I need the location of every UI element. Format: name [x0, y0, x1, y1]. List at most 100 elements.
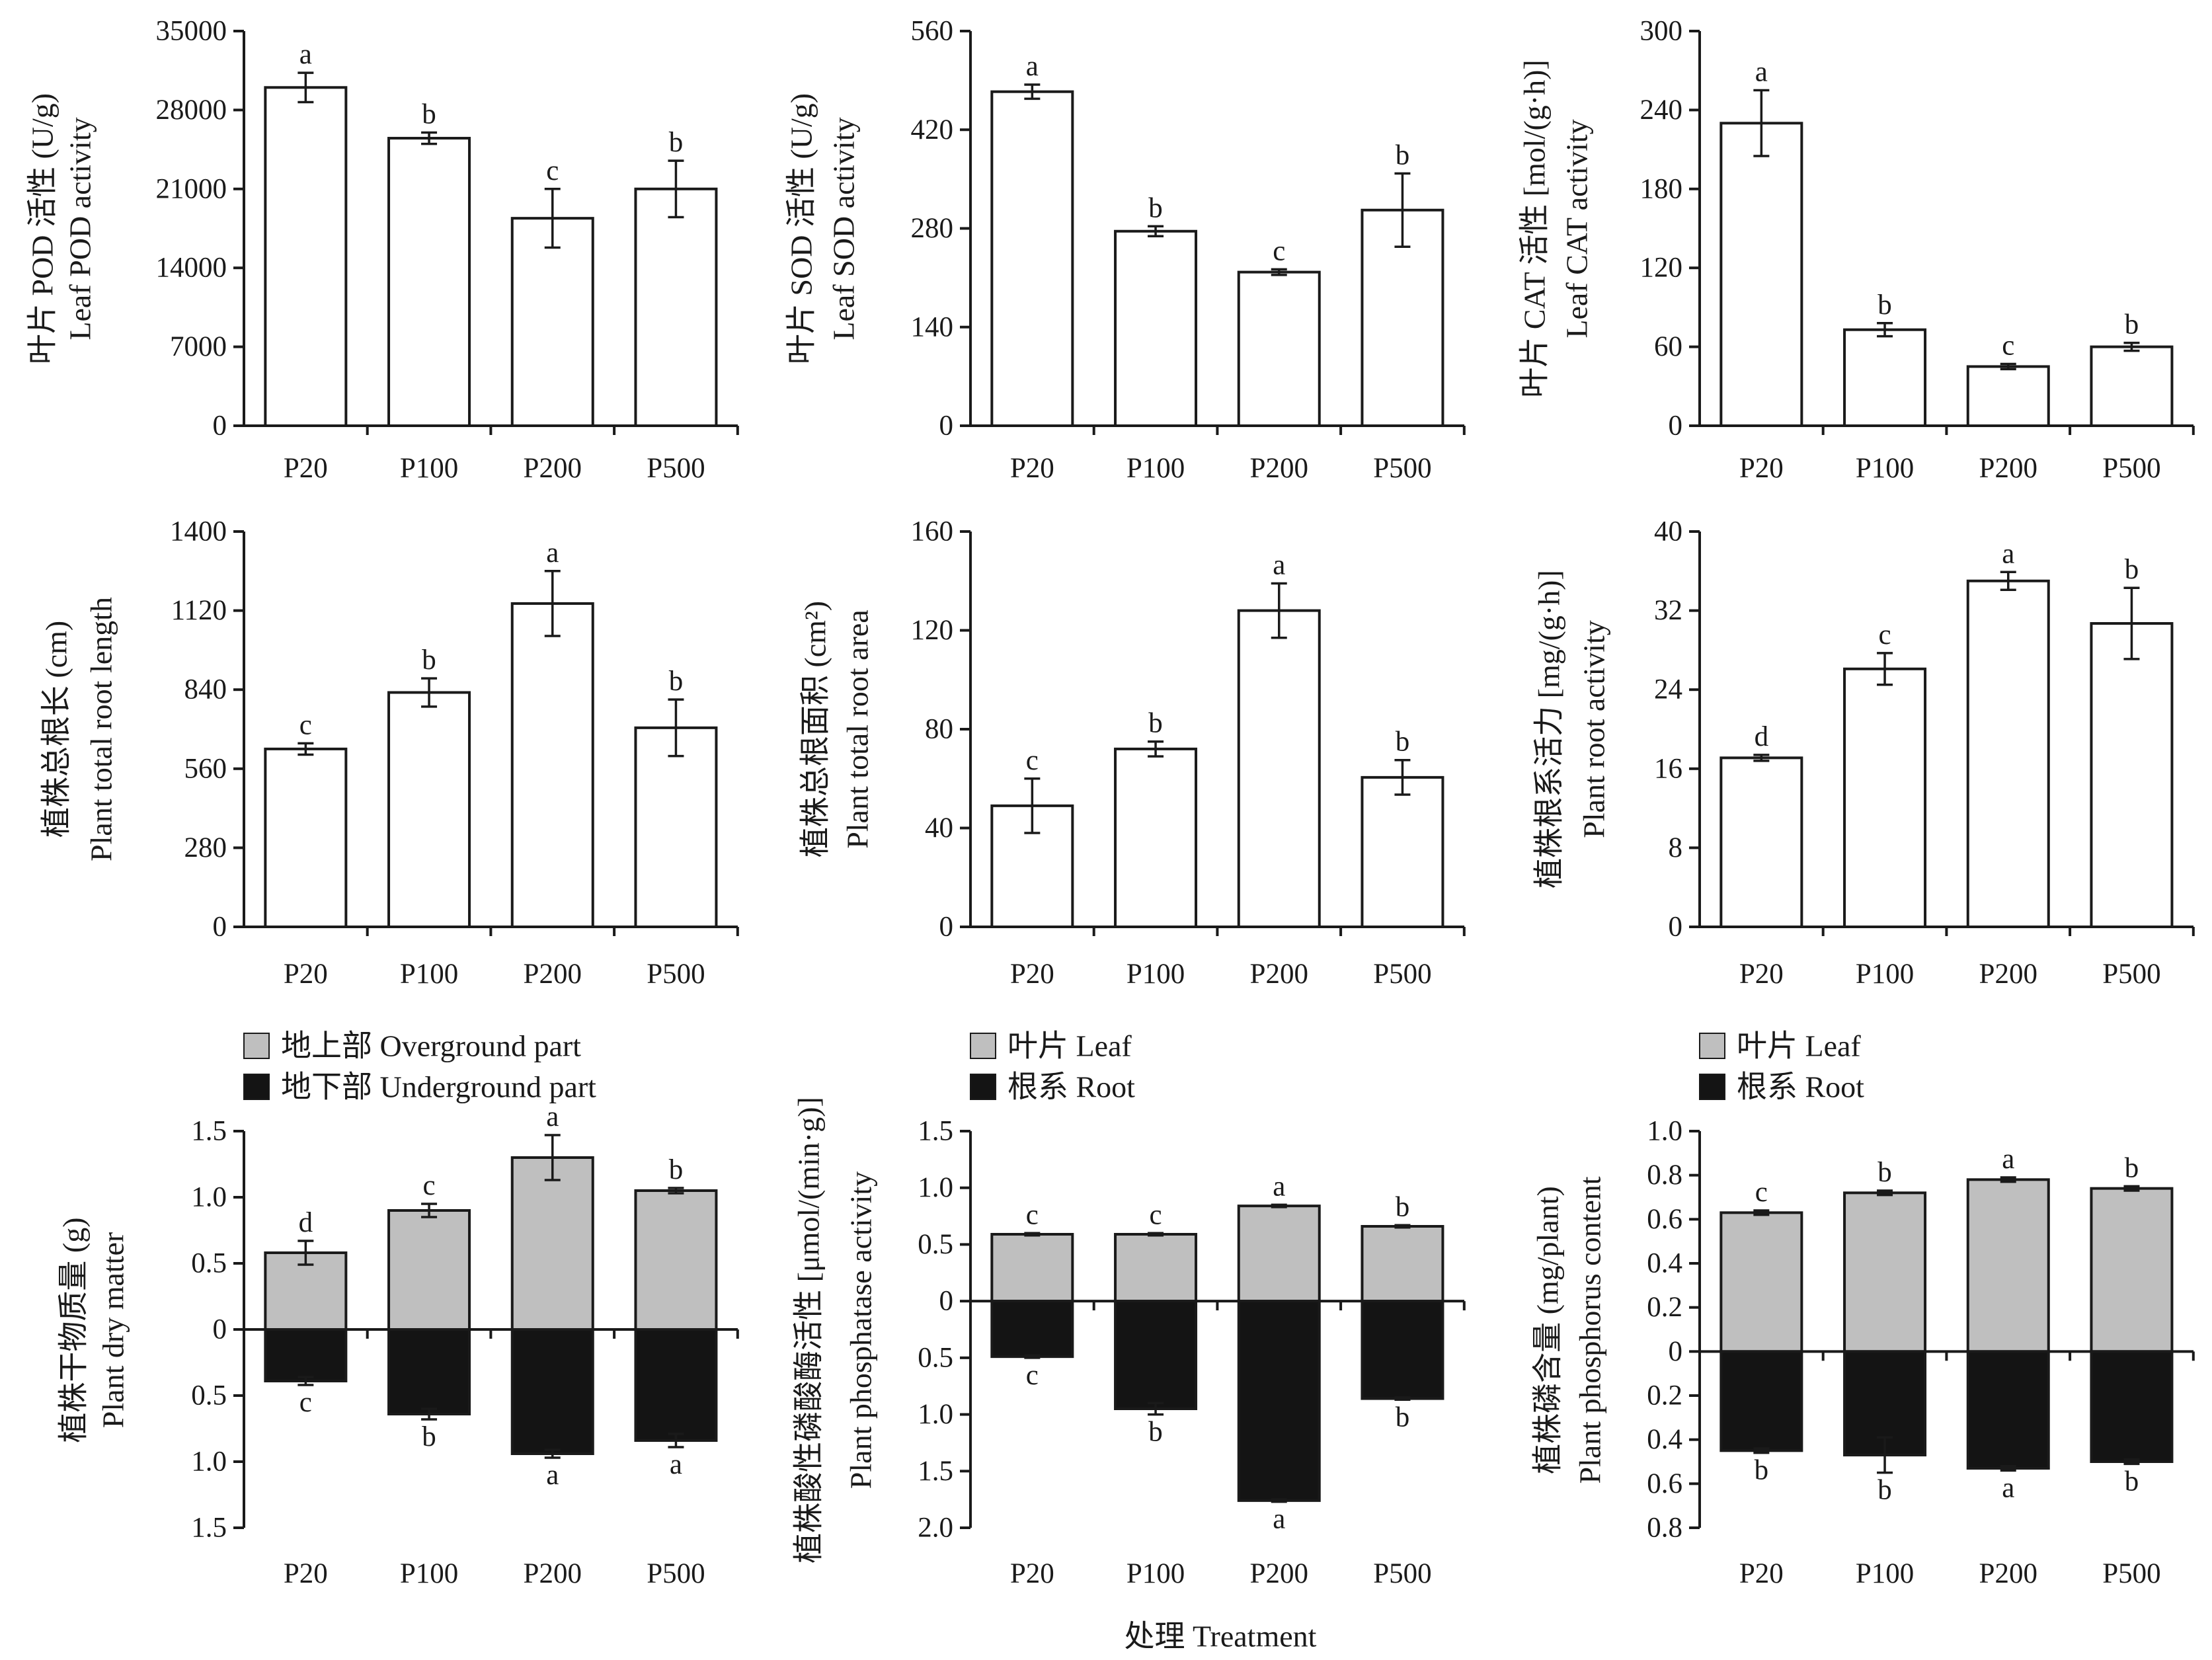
y-tick-label: 420: [911, 114, 954, 145]
error-bar-root-area-P500: [1394, 758, 1411, 796]
y-tick-label: 35000: [156, 16, 227, 47]
legend-item-phosphatase-above: 叶片 Leaf: [970, 1029, 1132, 1063]
significance-letter-phosphatase-P200-below: a: [1273, 1504, 1285, 1535]
y-axis-label: Plant phosphatase activity: [844, 1171, 878, 1489]
bar-root-length-P20: [264, 747, 348, 929]
significance-letter-pod-P500: b: [669, 127, 684, 158]
x-tick-label-P500: P500: [1373, 959, 1431, 990]
error-bar-sod-P20: [1024, 83, 1041, 100]
bar-dry-matter-P500-above: [634, 1189, 718, 1331]
error-bar-phosphorus-P500-below: [2123, 1458, 2140, 1466]
y-tick-label: 40: [925, 812, 953, 844]
bar-sod-P100: [1114, 229, 1198, 427]
error-bar-phosphatase-P500-below: [1394, 1396, 1411, 1402]
significance-letter-phosphatase-P100-below: b: [1148, 1417, 1163, 1448]
error-bar-root-activity-P200: [2000, 571, 2016, 591]
y-tick-label: 160: [911, 516, 954, 547]
significance-letter-root-area-P20: c: [1026, 745, 1039, 776]
significance-letter-root-activity-P20: d: [1755, 721, 1769, 752]
y-tick-label: 0.8: [1647, 1160, 1682, 1191]
significance-letter-phosphorus-P20-above: c: [1755, 1177, 1768, 1208]
error-bar-root-length-P100: [421, 677, 438, 708]
bar-root-area-P200: [1237, 609, 1321, 928]
y-tick-label: 40: [1654, 516, 1682, 547]
x-tick-label-P20: P20: [1739, 959, 1784, 990]
x-tick-label-P100: P100: [400, 1558, 458, 1589]
y-axis-label: Plant root activity: [1577, 620, 1611, 838]
error-bar-phosphatase-P100-above: [1148, 1232, 1164, 1237]
significance-letter-phosphatase-P20-below: c: [1026, 1360, 1039, 1391]
y-tick-label: 14000: [156, 253, 227, 284]
error-bar-dry-matter-P500-below: [668, 1433, 684, 1448]
significance-letter-root-length-P20: c: [299, 709, 312, 740]
significance-letter-pod-P200: c: [546, 155, 559, 186]
bar-dry-matter-P200-below: [510, 1328, 594, 1455]
error-bar-phosphatase-P200-below: [1271, 1498, 1287, 1503]
significance-letter-root-length-P100: b: [422, 645, 436, 676]
significance-letter-root-area-P100: b: [1148, 708, 1163, 739]
shared-x-axis-label: 处理 Treatment: [1125, 1620, 1317, 1653]
panel-dry-matter: 0 0.5 1.0 1.5 0.5 1.0 1.5 P20 P100 P200 P500 d c a b c b…: [57, 1029, 739, 1589]
significance-letter-phosphorus-P100-above: b: [1877, 1157, 1892, 1188]
y-axis-label: 植株酸性磷酸酶活性 [μmol/(min·g)]: [792, 1097, 826, 1563]
bar-dry-matter-P500-below: [634, 1328, 718, 1442]
y-tick-label: 1.0: [918, 1399, 953, 1430]
y-tick-label: 300: [1640, 16, 1683, 47]
significance-letter-dry-matter-P500-below: a: [670, 1449, 682, 1480]
bar-phosphatase-P100-above: [1114, 1233, 1198, 1303]
bar-root-activity-P200: [1966, 579, 2050, 928]
error-bar-dry-matter-P20-below: [297, 1376, 314, 1386]
x-tick-label-P100: P100: [1856, 1558, 1914, 1589]
y-tick-label: 0: [939, 1286, 954, 1317]
significance-letter-phosphorus-P200-below: a: [2002, 1472, 2014, 1503]
bar-dry-matter-P100-below: [387, 1328, 471, 1415]
significance-letter-dry-matter-P200-below: a: [546, 1460, 559, 1491]
bar-cat-P20: [1719, 122, 1803, 428]
legend-swatch: [1699, 1033, 1725, 1059]
bar-phosphorus-P100-above: [1843, 1191, 1927, 1353]
bar-sod-P20: [990, 90, 1074, 428]
error-bar-root-area-P100: [1148, 740, 1164, 758]
x-tick-label-P100: P100: [1126, 453, 1185, 484]
y-tick-label: 0: [939, 411, 954, 442]
error-bar-phosphatase-P20-above: [1024, 1232, 1041, 1237]
error-bar-cat-P200: [2000, 362, 2016, 371]
error-bar-dry-matter-P100-below: [421, 1407, 438, 1421]
y-tick-label: 7000: [170, 331, 227, 362]
legend-swatch: [1699, 1074, 1725, 1100]
significance-letter-phosphatase-P200-above: a: [1273, 1171, 1285, 1202]
bar-pod-P100: [387, 137, 471, 428]
bar-dry-matter-P20-below: [264, 1328, 348, 1382]
y-tick-label: 1.0: [191, 1182, 227, 1213]
error-bar-cat-P100: [1877, 322, 1893, 338]
y-tick-label: 80: [925, 714, 953, 745]
y-axis-label: Plant total root area: [841, 610, 875, 849]
x-tick-label-P20: P20: [1739, 1558, 1784, 1589]
error-bar-phosphorus-P20-above: [1753, 1209, 1770, 1216]
y-axis-label: 叶片 POD 活性 (U/g): [26, 93, 59, 364]
y-tick-label: 2.0: [918, 1513, 953, 1544]
y-axis-label: 植株根系活力 [mg/(g·h)]: [1532, 570, 1566, 889]
bar-phosphorus-P500-above: [2090, 1187, 2174, 1353]
bar-cat-P100: [1843, 328, 1927, 428]
legend-item-phosphorus-below: 根系 Root: [1699, 1070, 1864, 1104]
x-tick-label-P20: P20: [284, 1558, 328, 1589]
legend-label: 叶片 Leaf: [1007, 1029, 1132, 1063]
bar-cat-P500: [2090, 345, 2174, 427]
bar-root-activity-P20: [1719, 756, 1803, 928]
legend-swatch: [243, 1074, 270, 1100]
legend-label: 地下部 Underground part: [281, 1070, 596, 1104]
legend-swatch: [243, 1033, 270, 1059]
y-tick-label: 240: [1640, 95, 1683, 126]
error-bar-root-length-P500: [668, 698, 684, 758]
error-bar-root-activity-P20: [1753, 754, 1770, 762]
significance-letter-phosphatase-P500-below: b: [1396, 1402, 1410, 1433]
error-bar-root-area-P20: [1024, 777, 1041, 834]
y-tick-label: 0: [939, 912, 954, 943]
y-tick-label: 840: [184, 674, 227, 705]
x-tick-label-P500: P500: [1373, 453, 1431, 484]
x-tick-label-P200: P200: [1979, 453, 2037, 484]
bar-phosphorus-P20-below: [1719, 1350, 1803, 1452]
bar-phosphatase-P200-above: [1237, 1205, 1321, 1303]
y-tick-label: 1400: [170, 516, 227, 547]
